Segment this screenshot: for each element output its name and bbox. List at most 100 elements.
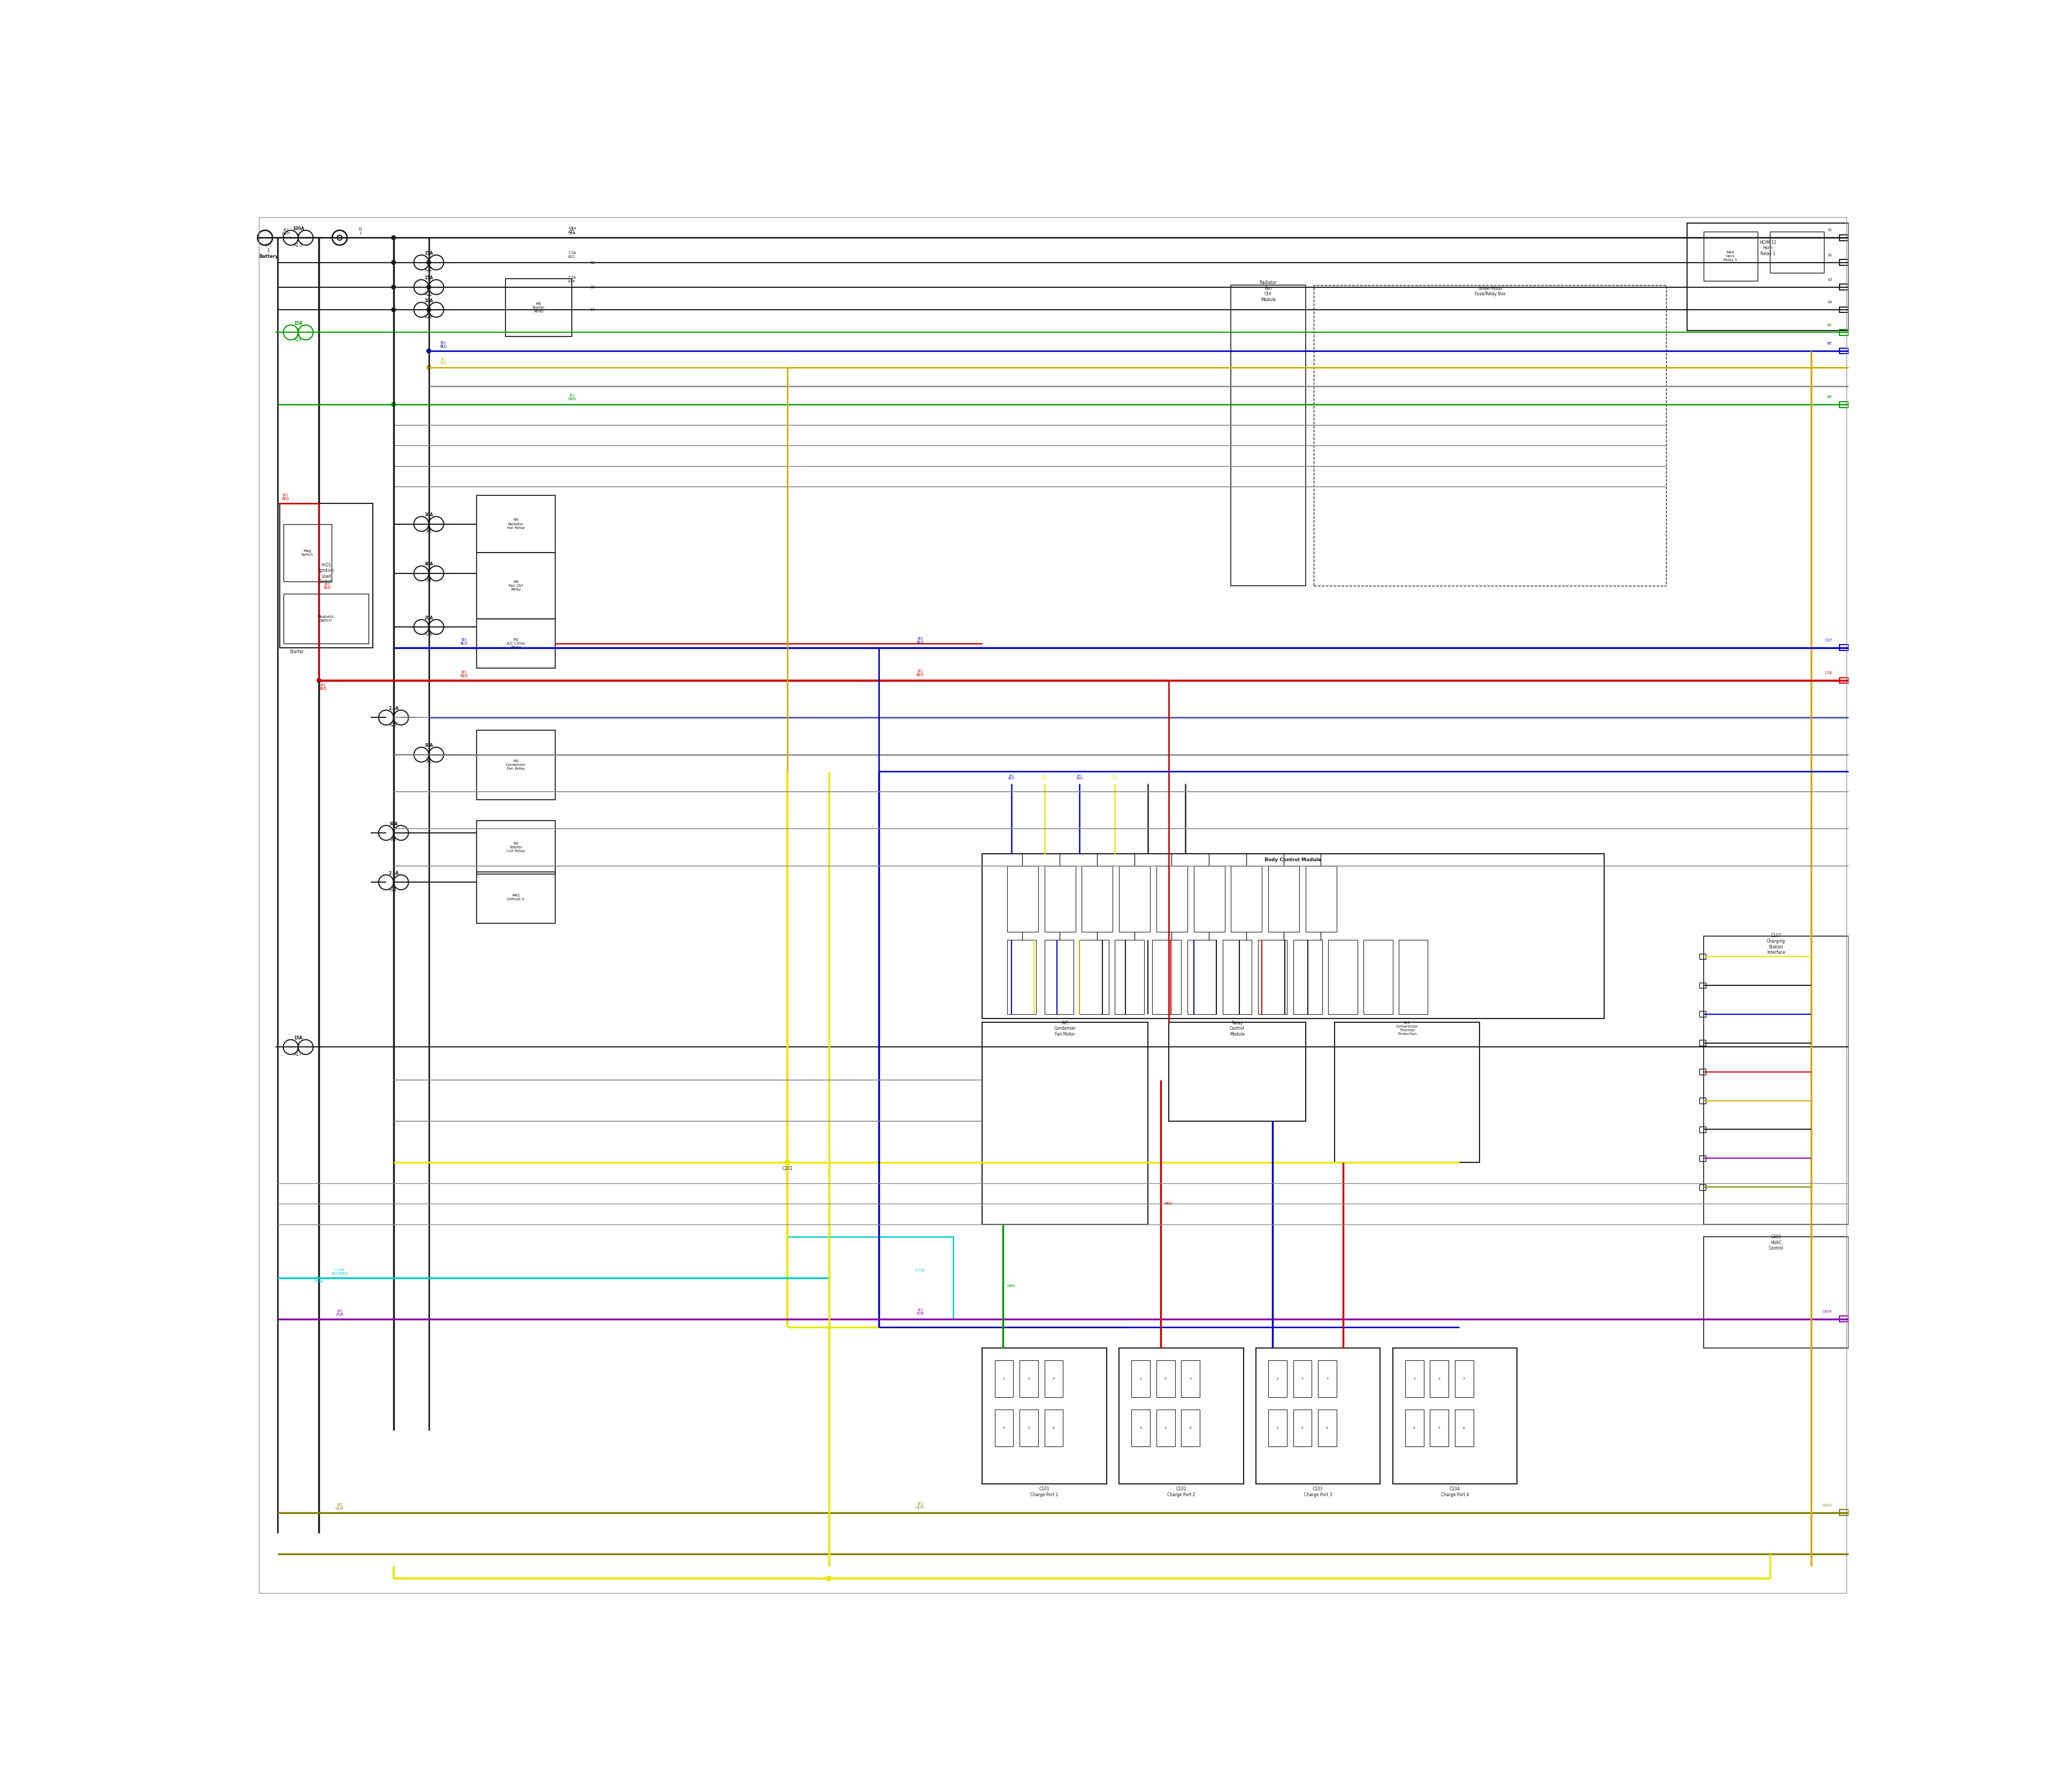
Bar xyxy=(1703,231,1758,281)
Bar xyxy=(994,1360,1013,1398)
Text: 15A: 15A xyxy=(425,276,433,281)
Text: [E]
OLIV: [E] OLIV xyxy=(335,1503,343,1511)
Circle shape xyxy=(316,679,320,683)
Bar xyxy=(1006,866,1037,932)
Text: Magnetic
Switch: Magnetic Switch xyxy=(318,615,335,622)
Text: 10A: 10A xyxy=(425,297,433,303)
Text: S2: S2 xyxy=(1828,253,1832,256)
Text: 5: 5 xyxy=(1438,1426,1440,1430)
Bar xyxy=(1169,1023,1306,1122)
Text: HCIM-11
Horn
Relay 1: HCIM-11 Horn Relay 1 xyxy=(1758,240,1777,256)
Bar xyxy=(1257,941,1288,1014)
Circle shape xyxy=(427,366,431,369)
Text: 20A: 20A xyxy=(425,615,433,620)
Text: A21: A21 xyxy=(425,267,433,272)
Bar xyxy=(1267,866,1300,932)
Text: C104
Charge Port 4: C104 Charge Port 4 xyxy=(1440,1487,1469,1496)
Bar xyxy=(1699,1127,1707,1133)
Text: T1
1: T1 1 xyxy=(357,228,364,235)
Text: C-ON: C-ON xyxy=(916,1269,924,1272)
Bar xyxy=(1405,1410,1423,1446)
Bar xyxy=(1294,1360,1313,1398)
Text: A8: A8 xyxy=(390,839,396,842)
Text: A17: A17 xyxy=(294,1052,302,1057)
Text: [E]
RED: [E] RED xyxy=(460,670,468,677)
Text: 2.5A: 2.5A xyxy=(388,871,398,876)
Text: [E]
OLIV: [E] OLIV xyxy=(916,1502,924,1509)
Bar xyxy=(1699,1039,1707,1047)
Text: C107
Charging
Station
Interface: C107 Charging Station Interface xyxy=(1766,934,1785,955)
Text: A11: A11 xyxy=(390,887,398,892)
Text: 3: 3 xyxy=(1462,1378,1465,1380)
Bar xyxy=(1152,941,1181,1014)
Bar xyxy=(1840,1315,1849,1322)
Circle shape xyxy=(826,1575,832,1581)
Text: A6: A6 xyxy=(425,760,431,765)
Text: 15A: 15A xyxy=(294,321,302,326)
Text: S4: S4 xyxy=(589,308,596,312)
Text: [E]
CYAN: [E] CYAN xyxy=(314,1276,325,1283)
Bar xyxy=(279,504,374,647)
Bar xyxy=(1080,941,1109,1014)
Bar xyxy=(1840,677,1849,683)
Text: A29: A29 xyxy=(425,315,433,319)
Circle shape xyxy=(427,260,431,265)
Text: [E]
BLU: [E] BLU xyxy=(1076,774,1082,780)
Text: Radiator
Fan
Ctrl
Module: Radiator Fan Ctrl Module xyxy=(1259,281,1278,303)
Bar xyxy=(477,873,555,923)
Bar xyxy=(1043,941,1074,1014)
Text: C38: C38 xyxy=(1824,672,1832,674)
Text: S2: S2 xyxy=(589,262,596,263)
Text: 6: 6 xyxy=(1327,1426,1329,1430)
Bar xyxy=(1699,982,1707,987)
Bar xyxy=(1156,1410,1175,1446)
Bar xyxy=(1132,1360,1150,1398)
Text: A1-5: A1-5 xyxy=(294,242,302,247)
Text: M44
Horn
Relay 1: M44 Horn Relay 1 xyxy=(1723,251,1738,262)
Text: [E]
RED: [E] RED xyxy=(322,582,331,590)
Bar xyxy=(477,821,555,874)
Text: 4: 4 xyxy=(1276,1426,1278,1430)
Text: Under-Hood
Fuse/Relay Box: Under-Hood Fuse/Relay Box xyxy=(1475,287,1506,296)
Bar xyxy=(1703,1236,1849,1348)
Bar xyxy=(982,853,1604,1018)
Circle shape xyxy=(392,260,396,265)
Bar xyxy=(1230,285,1306,586)
Bar xyxy=(1699,1156,1707,1161)
Bar xyxy=(1082,866,1113,932)
Text: Battery: Battery xyxy=(259,254,277,258)
Circle shape xyxy=(427,308,431,312)
Bar xyxy=(1294,941,1323,1014)
Text: 7.5A
A29: 7.5A A29 xyxy=(567,276,575,283)
Bar xyxy=(1319,1410,1337,1446)
Text: 1: 1 xyxy=(1140,1378,1142,1380)
Bar xyxy=(1255,1348,1380,1484)
Circle shape xyxy=(785,1159,791,1165)
Bar xyxy=(477,729,555,799)
Bar xyxy=(1430,1410,1448,1446)
Text: Mag
Switch: Mag Switch xyxy=(302,550,314,556)
Text: A16: A16 xyxy=(294,337,302,342)
Bar xyxy=(1156,1360,1175,1398)
Text: M42
Defrost 4: M42 Defrost 4 xyxy=(507,894,524,901)
Text: [E]
YEL: [E] YEL xyxy=(1111,774,1117,780)
Text: S3: S3 xyxy=(1828,278,1832,281)
Circle shape xyxy=(392,403,396,407)
Text: B4: B4 xyxy=(1828,323,1832,326)
Bar xyxy=(1267,1360,1288,1398)
Bar xyxy=(1156,866,1187,932)
Text: 2: 2 xyxy=(1027,1378,1029,1380)
Bar xyxy=(1119,866,1150,932)
Text: 2: 2 xyxy=(1438,1378,1440,1380)
Bar xyxy=(1840,348,1849,353)
Bar xyxy=(1699,1185,1707,1190)
Bar xyxy=(1181,1410,1200,1446)
Text: A38: A38 xyxy=(425,633,433,636)
Bar xyxy=(1193,866,1224,932)
Bar xyxy=(1294,1410,1313,1446)
Bar xyxy=(1430,1360,1448,1398)
Text: [E]
RED: [E] RED xyxy=(318,683,327,690)
Text: M1
A/C Comp
Relay: M1 A/C Comp Relay xyxy=(507,638,526,649)
Text: 2.5A: 2.5A xyxy=(388,706,398,711)
Bar xyxy=(1840,1509,1849,1516)
